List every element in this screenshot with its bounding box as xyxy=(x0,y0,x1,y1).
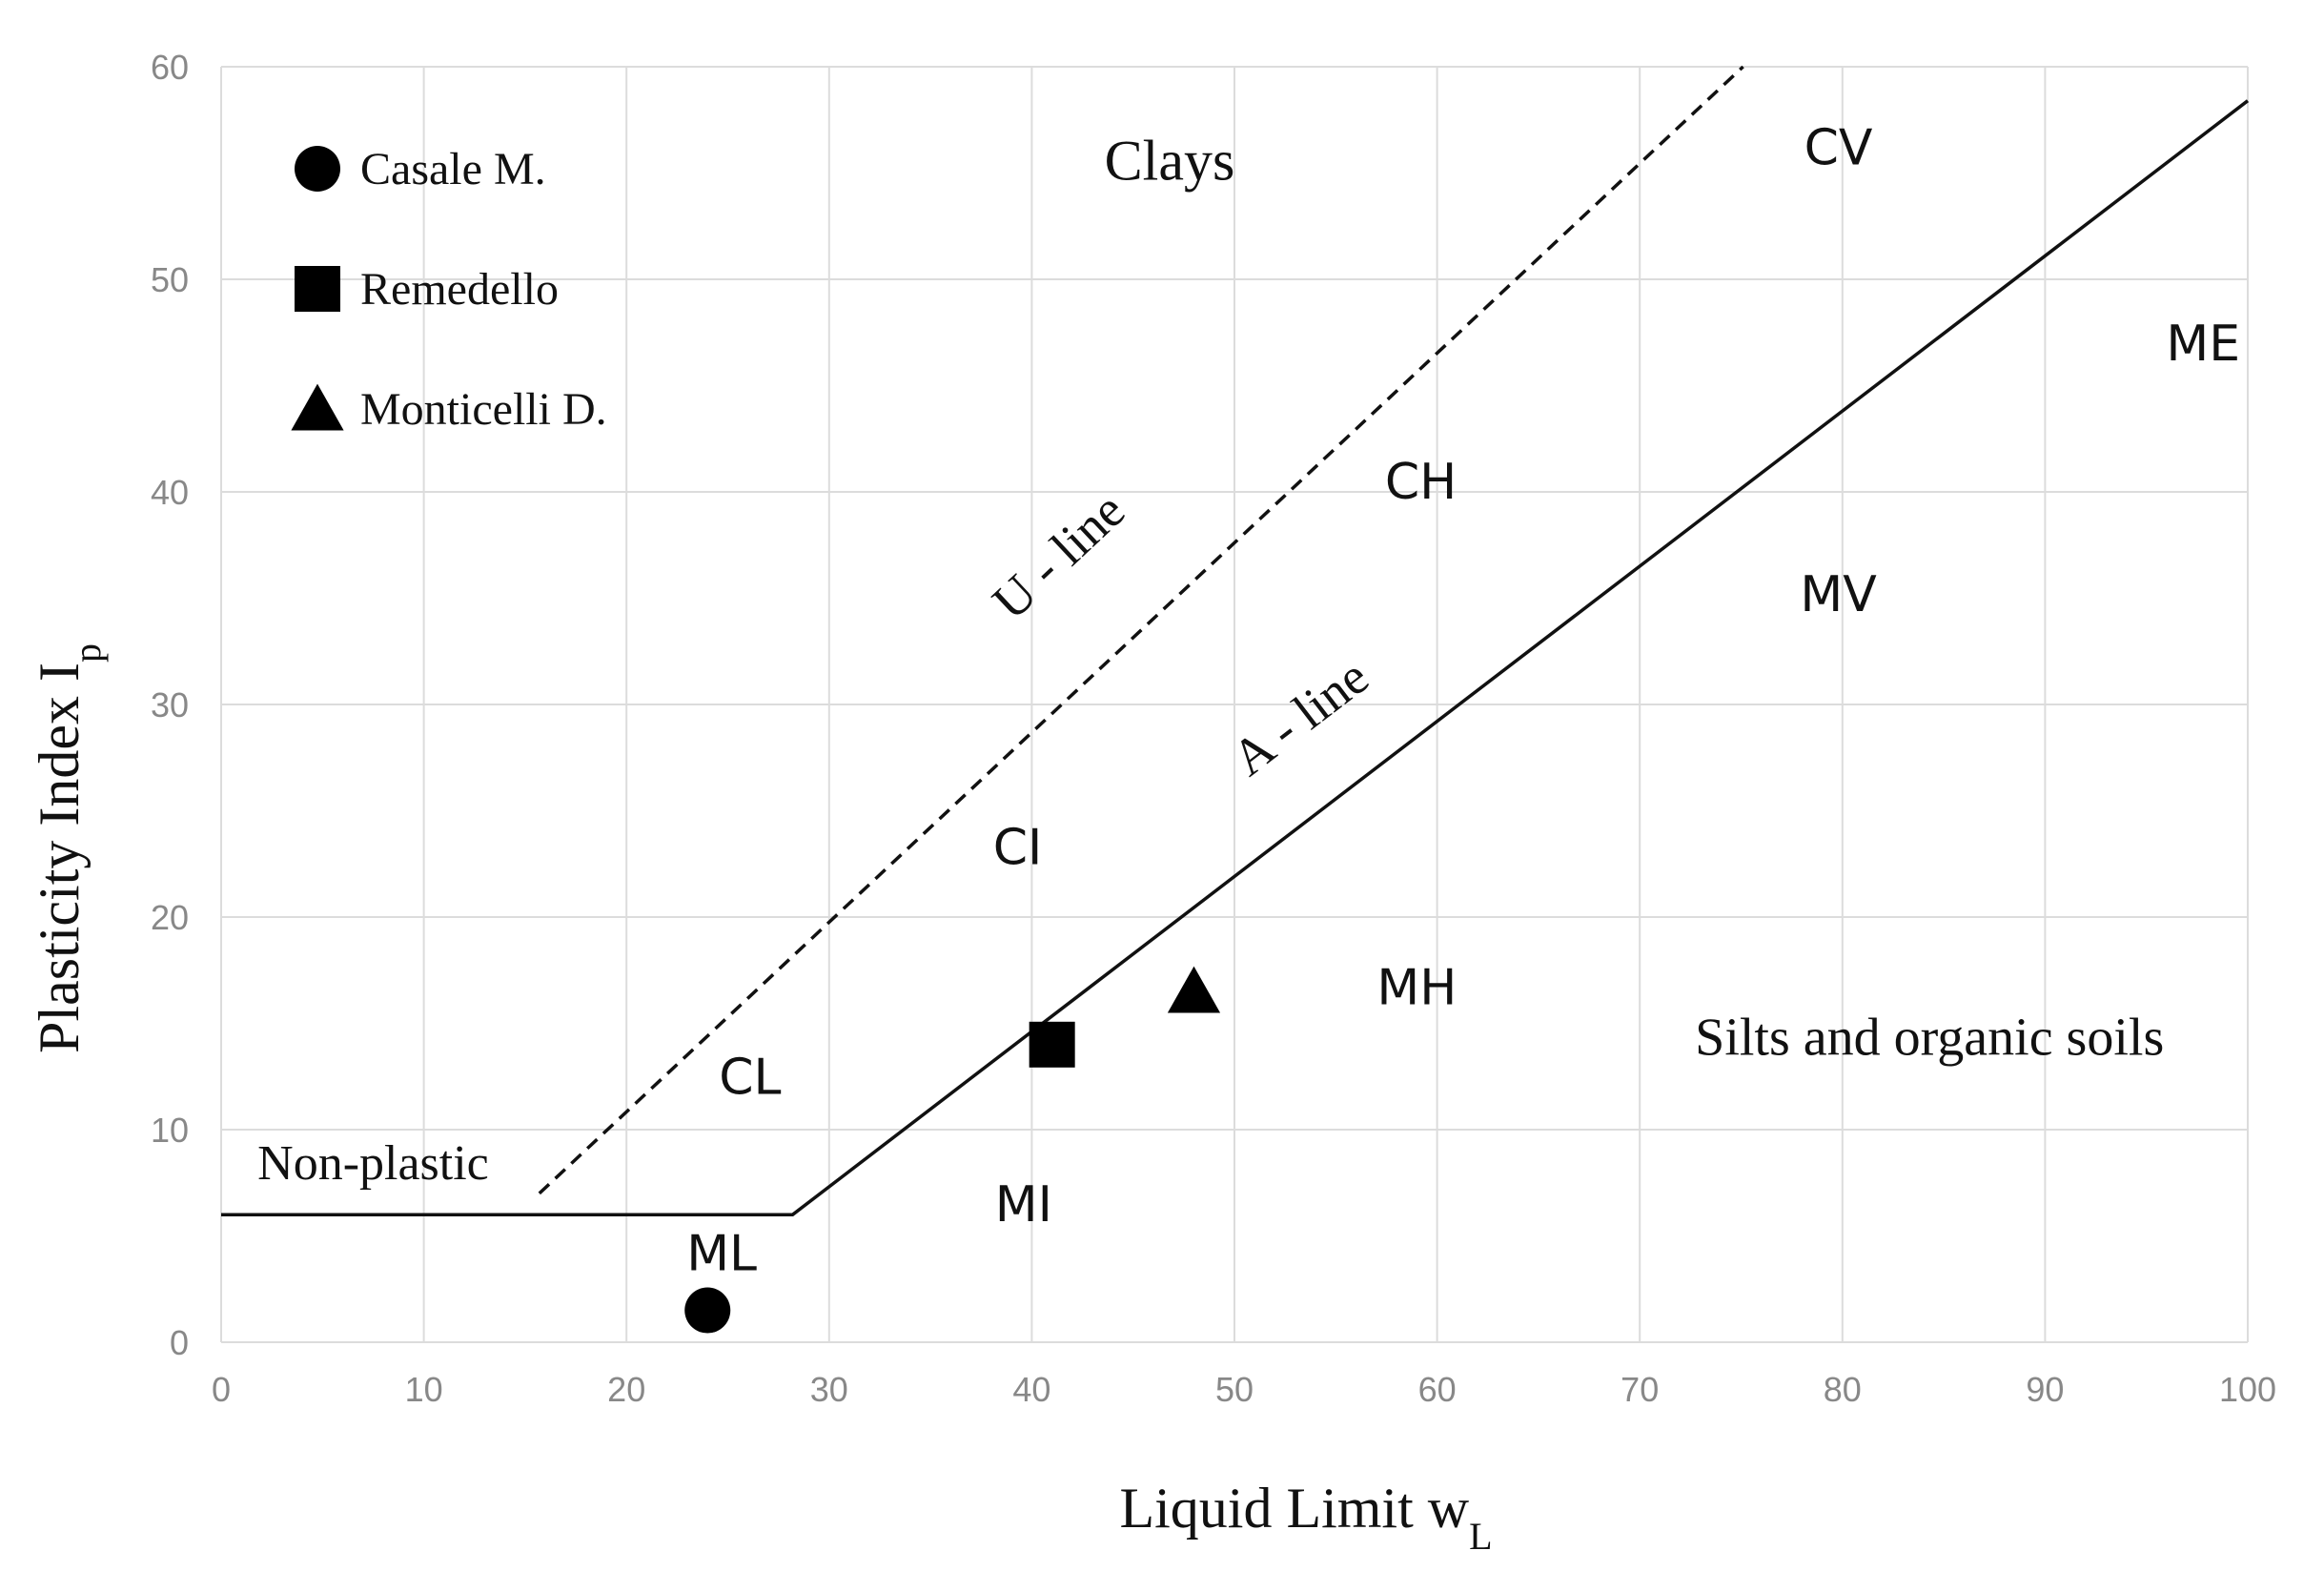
tick-labels: 0 10 20 30 40 50 60 70 80 90 100 0 10 20 30 40 50 60 xyxy=(151,48,2276,1409)
label-silts-and-organic-soils: Silts and organic soils xyxy=(1695,1008,2164,1067)
y-tick-label: 40 xyxy=(151,473,189,512)
legend-label-casale-m: Casale M. xyxy=(360,144,546,194)
label-u-line: U - line xyxy=(982,481,1135,631)
legend: Casale M. Remedello Monticelli D. xyxy=(291,144,607,435)
x-tick-label: 60 xyxy=(1418,1370,1457,1409)
grid xyxy=(220,66,2249,1343)
y-axis-title-subscript: p xyxy=(66,643,109,663)
x-tick-label: 80 xyxy=(1824,1370,1862,1409)
x-tick-label: 50 xyxy=(1215,1370,1254,1409)
a-line xyxy=(221,99,2250,1216)
point-remedello xyxy=(1029,1021,1075,1068)
y-tick-label: 50 xyxy=(151,260,189,299)
u-line xyxy=(538,65,1744,1195)
y-axis-title-text: Plasticity Index I xyxy=(28,663,91,1053)
y-tick-label: 30 xyxy=(151,685,189,724)
legend-marker-casale-m xyxy=(295,146,340,192)
zone-label-ch: CH xyxy=(1385,454,1457,511)
x-tick-label: 0 xyxy=(212,1370,231,1409)
x-tick-label: 100 xyxy=(2219,1370,2276,1409)
label-a-line: A - line xyxy=(1221,647,1378,786)
x-axis-title-subscript: L xyxy=(1469,1515,1492,1558)
x-tick-label: 40 xyxy=(1012,1370,1050,1409)
zone-label-mi: MI xyxy=(995,1176,1052,1234)
zone-label-cl: CL xyxy=(719,1049,781,1106)
zone-label-mh: MH xyxy=(1376,960,1457,1017)
y-axis-title: Plasticity Index Ip xyxy=(28,643,109,1053)
y-tick-label: 10 xyxy=(151,1111,189,1150)
legend-marker-remedello xyxy=(295,266,340,312)
y-tick-label: 60 xyxy=(151,48,189,87)
y-tick-label: 20 xyxy=(151,898,189,937)
point-casale-m xyxy=(684,1287,731,1334)
label-non-plastic: Non-plastic xyxy=(257,1136,489,1191)
x-tick-label: 70 xyxy=(1621,1370,1659,1409)
zone-labels: CV ME CH MV CI MH CL MI ML xyxy=(686,120,2240,1283)
x-axis-title-text: Liquid Limit w xyxy=(1119,1477,1469,1540)
x-tick-label: 90 xyxy=(2026,1370,2064,1409)
zone-label-me: ME xyxy=(2166,316,2240,373)
zone-label-cv: CV xyxy=(1804,120,1873,177)
zone-label-ml: ML xyxy=(686,1225,757,1282)
reference-lines xyxy=(221,65,2250,1216)
point-monticelli-d xyxy=(1167,966,1221,1013)
legend-label-monticelli-d: Monticelli D. xyxy=(360,384,607,435)
label-clays: Clays xyxy=(1105,130,1235,193)
legend-label-remedello: Remedello xyxy=(360,264,559,315)
x-tick-label: 30 xyxy=(810,1370,848,1409)
zone-label-mv: MV xyxy=(1800,566,1877,623)
data-points xyxy=(684,966,1221,1334)
y-tick-label: 0 xyxy=(170,1323,189,1362)
x-axis-title: Liquid Limit wL xyxy=(1119,1477,1492,1558)
legend-marker-monticelli-d xyxy=(291,383,344,431)
zone-label-ci: CI xyxy=(993,819,1043,876)
x-tick-label: 10 xyxy=(405,1370,443,1409)
x-tick-label: 20 xyxy=(607,1370,645,1409)
